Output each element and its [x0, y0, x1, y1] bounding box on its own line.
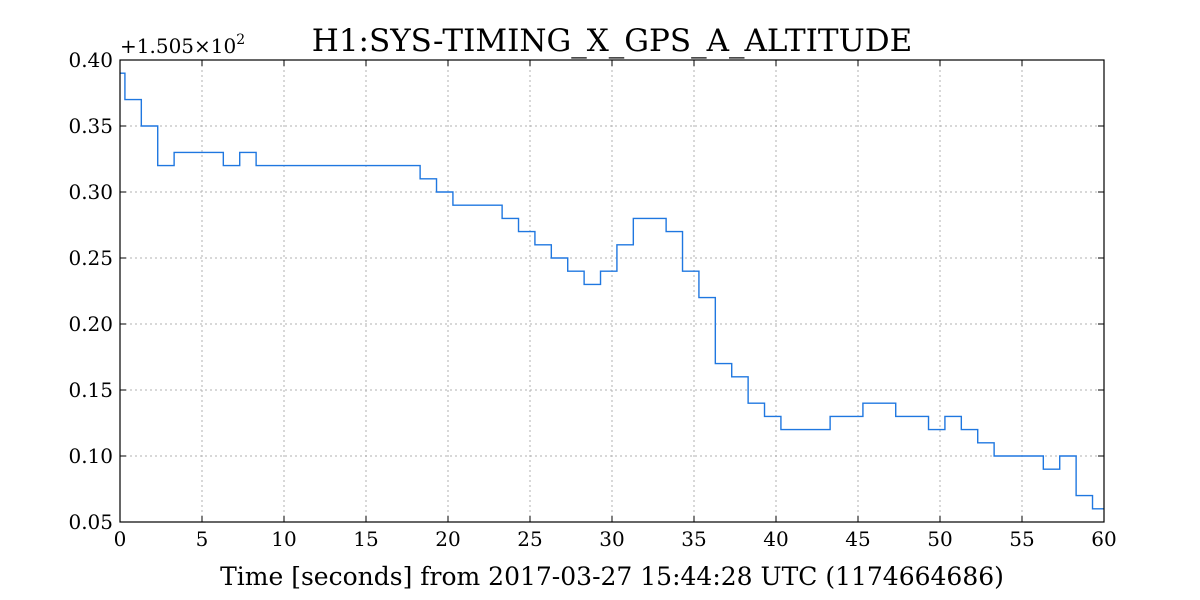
x-tick-label: 15	[353, 527, 378, 551]
x-tick-label: 60	[1091, 527, 1116, 551]
x-tick-label: 35	[681, 527, 706, 551]
x-tick-label: 20	[435, 527, 460, 551]
grid	[120, 60, 1104, 522]
x-tick-label: 10	[271, 527, 296, 551]
y-tick-label: 0.25	[68, 246, 113, 270]
chart-title: H1:SYS-TIMING_X_GPS_A_ALTITUDE	[312, 23, 912, 59]
y-offset-label: +1.505×102	[120, 32, 245, 58]
x-tick-label: 0	[114, 527, 127, 551]
x-tick-label: 55	[1009, 527, 1034, 551]
y-tick-label: 0.30	[68, 180, 113, 204]
x-tick-label: 5	[196, 527, 209, 551]
y-tick-label: 0.40	[68, 48, 113, 72]
x-tick-label: 25	[517, 527, 542, 551]
x-tick-label: 30	[599, 527, 624, 551]
ticks	[119, 59, 1105, 523]
x-tick-label: 50	[927, 527, 952, 551]
x-tick-labels: 0 5 10 15 20 25 30 35 40 45 50 55 60	[114, 527, 1117, 551]
y-tick-label: 0.10	[68, 444, 113, 468]
x-tick-label: 40	[763, 527, 788, 551]
x-tick-label: 45	[845, 527, 870, 551]
y-tick-label: 0.35	[68, 114, 113, 138]
y-tick-label: 0.05	[68, 510, 113, 534]
y-tick-labels: 0.05 0.10 0.15 0.20 0.25 0.30 0.35 0.40	[68, 48, 113, 534]
y-tick-label: 0.15	[68, 378, 113, 402]
series-layer	[120, 72, 1104, 510]
series-line	[120, 72, 1104, 510]
x-axis-label: Time [seconds] from 2017-03-27 15:44:28 …	[220, 562, 1004, 591]
y-tick-label: 0.20	[68, 312, 113, 336]
